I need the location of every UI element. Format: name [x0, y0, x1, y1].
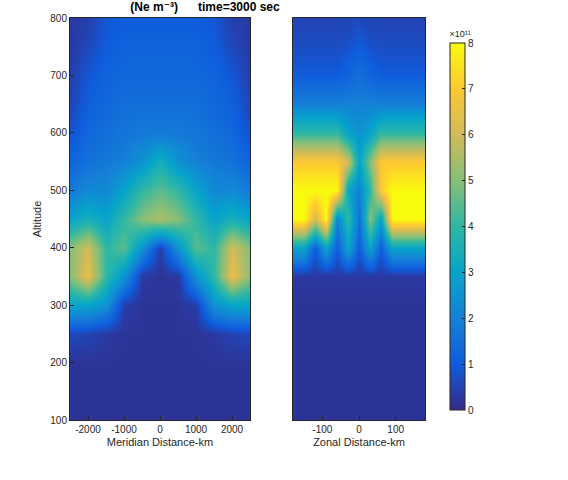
- svg-text:Meridian Distance-km: Meridian Distance-km: [107, 436, 213, 448]
- svg-text:100: 100: [387, 424, 404, 435]
- svg-text:4: 4: [468, 221, 474, 232]
- svg-text:-100: -100: [312, 424, 332, 435]
- svg-text:300: 300: [50, 300, 67, 311]
- svg-text:0: 0: [468, 405, 474, 416]
- svg-text:2: 2: [468, 313, 474, 324]
- svg-text:5: 5: [468, 175, 474, 186]
- svg-text:Zonal Distance-km: Zonal Distance-km: [313, 436, 405, 448]
- svg-text:6: 6: [468, 129, 474, 140]
- svg-text:800: 800: [50, 13, 67, 24]
- svg-text:600: 600: [50, 127, 67, 138]
- svg-text:-2000: -2000: [75, 424, 101, 435]
- svg-text:×10¹¹: ×10¹¹: [450, 29, 471, 39]
- svg-text:500: 500: [50, 185, 67, 196]
- svg-text:700: 700: [50, 70, 67, 81]
- svg-text:-1000: -1000: [111, 424, 137, 435]
- svg-text:0: 0: [157, 424, 163, 435]
- svg-text:7: 7: [468, 83, 474, 94]
- svg-text:(Ne m⁻³) time=3000 sec: (Ne m⁻³) time=3000 sec: [130, 0, 280, 14]
- svg-text:3: 3: [468, 267, 474, 278]
- svg-text:1: 1: [468, 359, 474, 370]
- svg-text:200: 200: [50, 357, 67, 368]
- svg-text:8: 8: [468, 38, 474, 49]
- svg-text:Altitude: Altitude: [31, 201, 43, 238]
- svg-text:1000: 1000: [185, 424, 208, 435]
- svg-text:400: 400: [50, 242, 67, 253]
- svg-text:100: 100: [50, 415, 67, 426]
- svg-text:0: 0: [356, 424, 362, 435]
- svg-text:2000: 2000: [221, 424, 244, 435]
